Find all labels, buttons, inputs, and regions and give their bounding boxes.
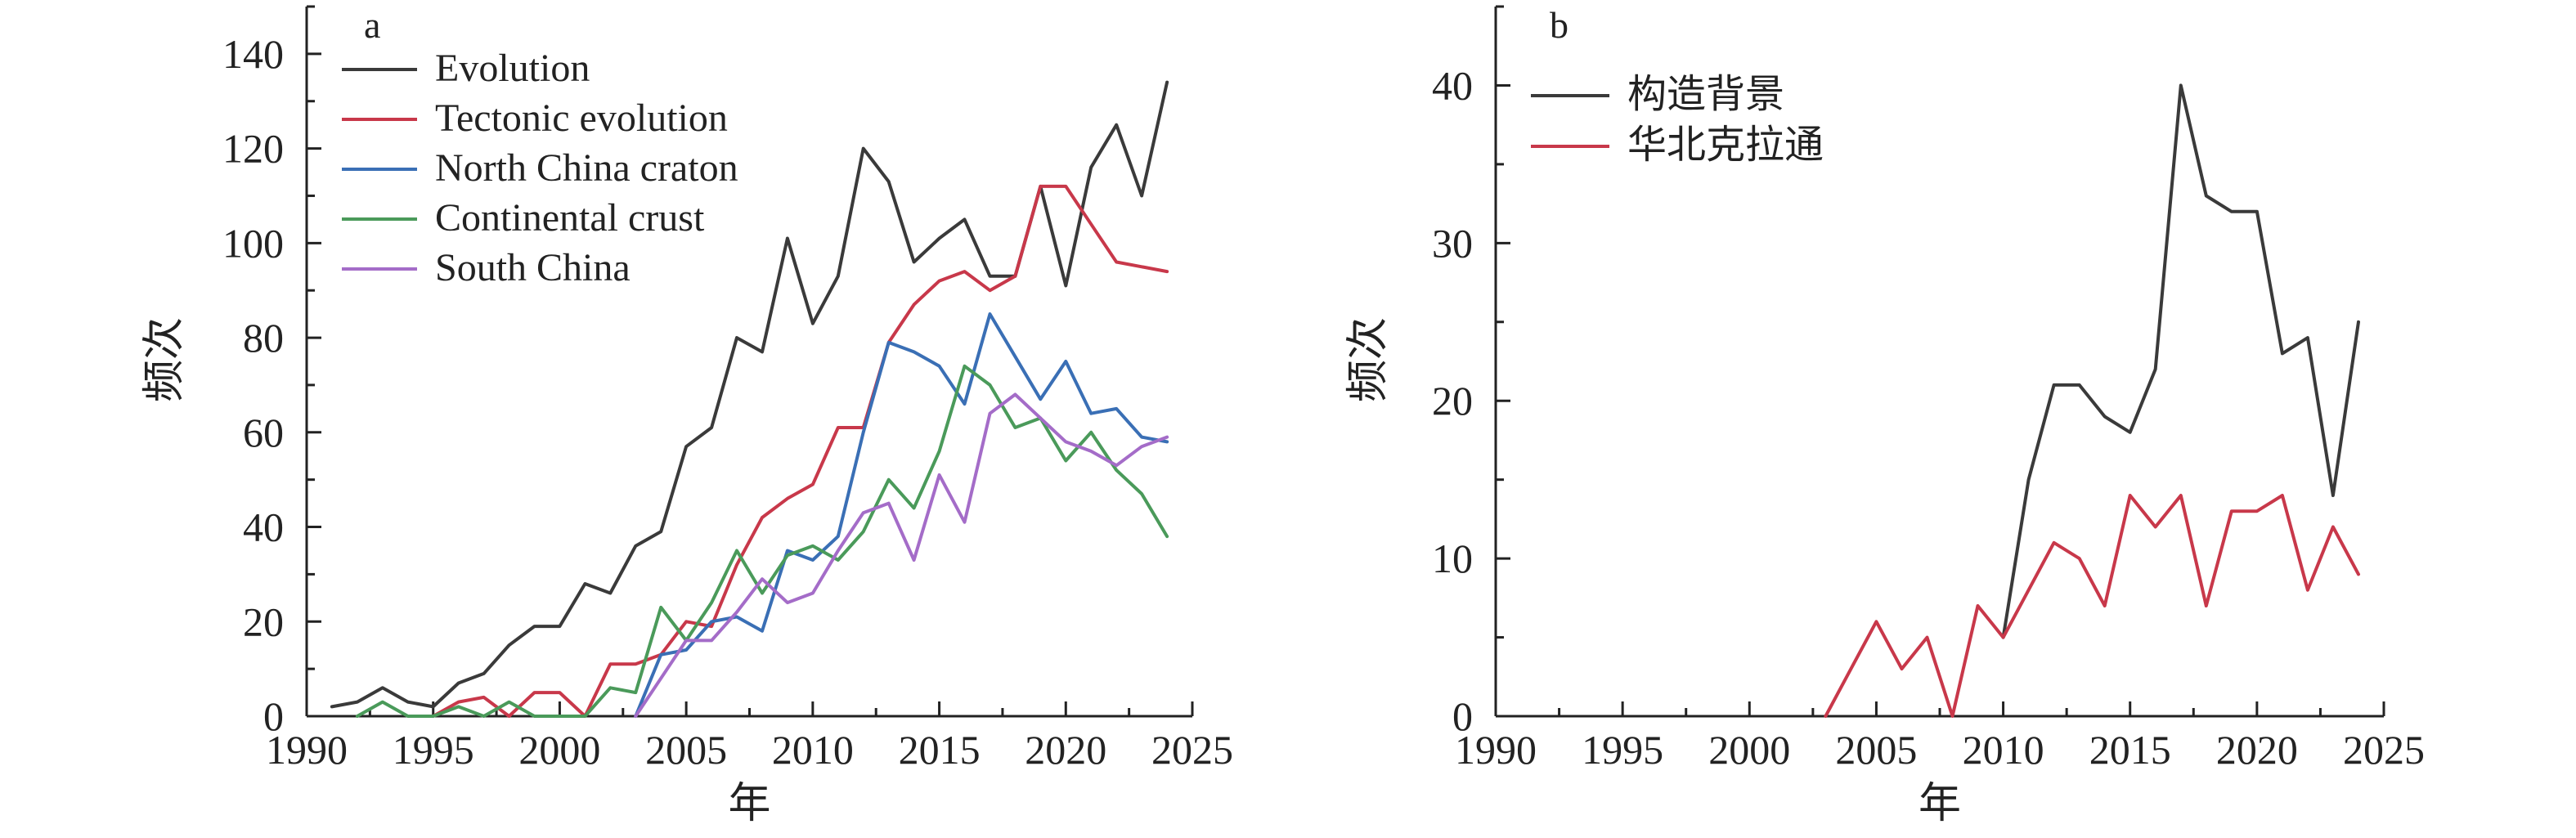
panel-letter: a bbox=[364, 4, 380, 46]
y-tick-label: 120 bbox=[222, 126, 284, 172]
series-group bbox=[2001, 83, 2360, 639]
x-tick-label: 2010 bbox=[772, 727, 854, 773]
y-axis-title: 频次 bbox=[1345, 317, 1392, 402]
legend-label: Tectonic evolution bbox=[435, 96, 728, 140]
x-axis-title: 年 bbox=[728, 781, 770, 827]
y-tick-label: 30 bbox=[1432, 220, 1473, 266]
y-tick-label: 80 bbox=[243, 315, 284, 361]
series-line bbox=[1824, 494, 2360, 718]
series-group bbox=[634, 312, 1169, 718]
y-tick-label: 20 bbox=[1432, 378, 1473, 423]
legend-label: North China craton bbox=[435, 146, 738, 190]
x-tick-label: 1990 bbox=[1455, 727, 1537, 773]
x-tick-label: 2005 bbox=[645, 727, 727, 773]
y-tick-label: 0 bbox=[1452, 693, 1473, 739]
legend-label: Evolution bbox=[435, 47, 590, 90]
x-tick-label: 2000 bbox=[518, 727, 600, 773]
chart-panel-b: 1990 1995 2000 2005 2010 2015 2020 2025 0 10 20 30 4… bbox=[1345, 4, 2425, 827]
series-line bbox=[355, 364, 1169, 718]
series-line bbox=[634, 312, 1169, 718]
x-tick-label: 1995 bbox=[393, 727, 474, 773]
x-tick-label: 2015 bbox=[899, 727, 981, 773]
x-tick-label: 2020 bbox=[2216, 727, 2298, 773]
y-tick-label: 20 bbox=[243, 598, 284, 644]
panel-letter: b bbox=[1550, 4, 1568, 46]
y-axis-title: 频次 bbox=[141, 317, 188, 402]
x-tick-label: 2025 bbox=[2343, 727, 2425, 773]
x-tick-label: 2015 bbox=[2089, 727, 2171, 773]
y-tick-label: 10 bbox=[1432, 536, 1473, 581]
series-group bbox=[355, 364, 1169, 718]
y-tick-label: 140 bbox=[222, 31, 284, 77]
legend-label: Continental crust bbox=[435, 196, 705, 240]
y-tick-label: 100 bbox=[222, 220, 284, 266]
y-tick-label: 40 bbox=[1432, 62, 1473, 108]
series-group bbox=[431, 184, 1169, 718]
series-line bbox=[634, 392, 1169, 718]
series-line bbox=[431, 184, 1169, 718]
y-tick-label: 60 bbox=[243, 410, 284, 455]
x-tick-label: 2020 bbox=[1025, 727, 1106, 773]
x-tick-label: 1990 bbox=[266, 727, 348, 773]
legend-label: 华北克拉通 bbox=[1627, 123, 1824, 167]
x-tick-label: 2010 bbox=[1963, 727, 2044, 773]
x-tick-label: 2025 bbox=[1151, 727, 1233, 773]
y-tick-label: 0 bbox=[263, 693, 284, 739]
series-group bbox=[634, 392, 1169, 718]
chart-panel-a: 1990 1995 2000 2005 2010 2015 2020 2025 0 20 40 60 8… bbox=[141, 4, 1233, 827]
legend-label: South China bbox=[435, 246, 631, 289]
x-axis-title: 年 bbox=[1919, 781, 1961, 827]
series-line bbox=[2001, 83, 2360, 639]
y-tick-label: 40 bbox=[243, 504, 284, 550]
series-group bbox=[1824, 494, 2360, 718]
x-tick-label: 2005 bbox=[1835, 727, 1917, 773]
legend-label: 构造背景 bbox=[1627, 73, 1784, 116]
x-tick-label: 2000 bbox=[1708, 727, 1790, 773]
x-tick-label: 1995 bbox=[1582, 727, 1663, 773]
